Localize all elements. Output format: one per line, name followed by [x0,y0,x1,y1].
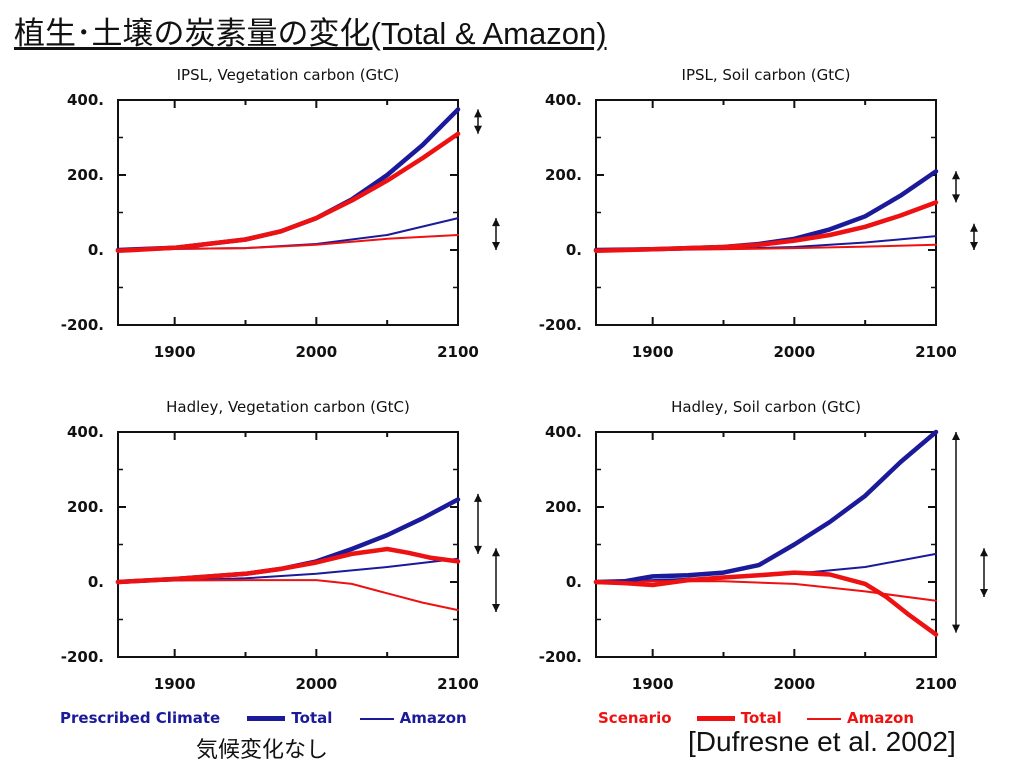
hadley-soil-xtick-label: 1900 [632,675,674,693]
hadley-soil-difference-arrow-head-up [980,548,988,557]
hadley-vegetation-xtick-label: 1900 [154,675,196,693]
ipsl-soil-difference-arrow-head-up [952,171,960,180]
ipsl-soil-xtick-label: 2100 [915,343,957,361]
ipsl-soil-scenario-total-line [593,200,939,254]
hadley-vegetation-title: Hadley, Vegetation carbon (GtC) [166,398,410,416]
ipsl-soil-frame [595,99,937,326]
ipsl-vegetation-difference-arrow-head-up [474,109,482,118]
ipsl-soil-xtick-label: 1900 [632,343,674,361]
hadley-vegetation-difference-arrow-head-down [474,545,482,554]
legend-scenario-amazon-label: Amazon [846,709,915,727]
ipsl-soil-xtick-label: 2000 [773,343,815,361]
hadley-soil-difference-arrow-head-down [952,624,960,633]
hadley-vegetation-difference-arrow-head-down [492,604,500,612]
hadley-soil-scenario-total-line [593,570,939,637]
hadley-soil-difference-arrow-head-up [952,432,960,440]
legend-prescribed-climate: Prescribed Climate Total Amazon [60,709,467,731]
hadley-soil-xtick-label: 2000 [773,675,815,693]
hadley-soil-ytick-label: 400. [545,423,582,441]
ipsl-vegetation-ytick-label: 400. [67,91,104,109]
legend-scenario-label: Scenario [598,709,672,727]
legend-prescribed-total-label: Total [291,709,333,727]
ipsl-vegetation-xtick-label: 1900 [154,343,196,361]
legend-prescribed-amazon-label: Amazon [399,709,467,727]
hadley-vegetation-difference-arrow-head-up [474,493,482,502]
hadley-soil-difference-arrow-head-down [980,589,988,597]
hadley-vegetation-xtick-label: 2000 [295,675,337,693]
hadley-vegetation-scenario-amazon-line [117,579,459,612]
legend-scenario: Scenario Total Amazon [598,709,914,731]
hadley-vegetation-scenario-total-line [115,546,461,585]
legend-thin-line-swatch [359,717,394,720]
hadley-soil-title: Hadley, Soil carbon (GtC) [671,398,861,416]
citation: [Dufresne et al. 2002] [688,726,956,757]
ipsl-vegetation-prescribed-climate-amazon-line [117,217,459,251]
hadley-soil-ytick-label: 0. [566,573,582,591]
ipsl-vegetation-xtick-label: 2100 [437,343,479,361]
ipsl-vegetation-difference-arrow-head-down [492,242,500,250]
hadley-soil-xtick-label: 2100 [915,675,957,693]
legend-thick-line-swatch [696,716,735,721]
ipsl-vegetation-difference-arrow-head-up [492,218,500,227]
hadley-vegetation-difference-arrow-head-up [492,548,500,557]
ipsl-soil-prescribed-climate-total-line [593,169,939,253]
hadley-soil-ytick-label: -200. [539,648,582,666]
hadley-vegetation-ytick-label: -200. [61,648,104,666]
ipsl-vegetation-difference-arrow-head-down [474,125,482,134]
hadley-vegetation-frame [117,431,459,658]
ipsl-vegetation-scenario-total-line [115,131,461,254]
page-title: 植生･土壌の炭素量の変化(Total & Amazon) [14,16,607,51]
ipsl-vegetation-title: IPSL, Vegetation carbon (GtC) [177,66,400,84]
ipsl-soil-ytick-label: -200. [539,316,582,334]
hadley-vegetation-ytick-label: 0. [88,573,104,591]
ipsl-vegetation-ytick-label: -200. [61,316,104,334]
legend-prescribed-label: Prescribed Climate [60,709,221,727]
hadley-soil-frame [595,431,937,658]
no-climate-change-note: 気候変化なし [196,738,329,763]
ipsl-vegetation-frame [117,99,459,326]
legend-thick-line-swatch [247,716,286,721]
ipsl-soil-title: IPSL, Soil carbon (GtC) [682,66,851,84]
hadley-soil-prescribed-climate-total-line [593,429,939,585]
hadley-vegetation-ytick-label: 200. [67,498,104,516]
ipsl-soil-difference-arrow-head-down [970,242,978,250]
ipsl-soil-ytick-label: 400. [545,91,582,109]
ipsl-soil-difference-arrow-head-up [970,223,978,232]
ipsl-soil-ytick-label: 0. [566,241,582,259]
legend-thin-line-swatch [806,717,841,720]
ipsl-vegetation-ytick-label: 200. [67,166,104,184]
ipsl-vegetation-xtick-label: 2000 [295,343,337,361]
legend-scenario-total-label: Total [740,709,782,727]
ipsl-soil-difference-arrow-head-down [952,194,960,203]
ipsl-soil-ytick-label: 200. [545,166,582,184]
hadley-vegetation-xtick-label: 2100 [437,675,479,693]
hadley-vegetation-ytick-label: 400. [67,423,104,441]
hadley-soil-ytick-label: 200. [545,498,582,516]
ipsl-vegetation-ytick-label: 0. [88,241,104,259]
